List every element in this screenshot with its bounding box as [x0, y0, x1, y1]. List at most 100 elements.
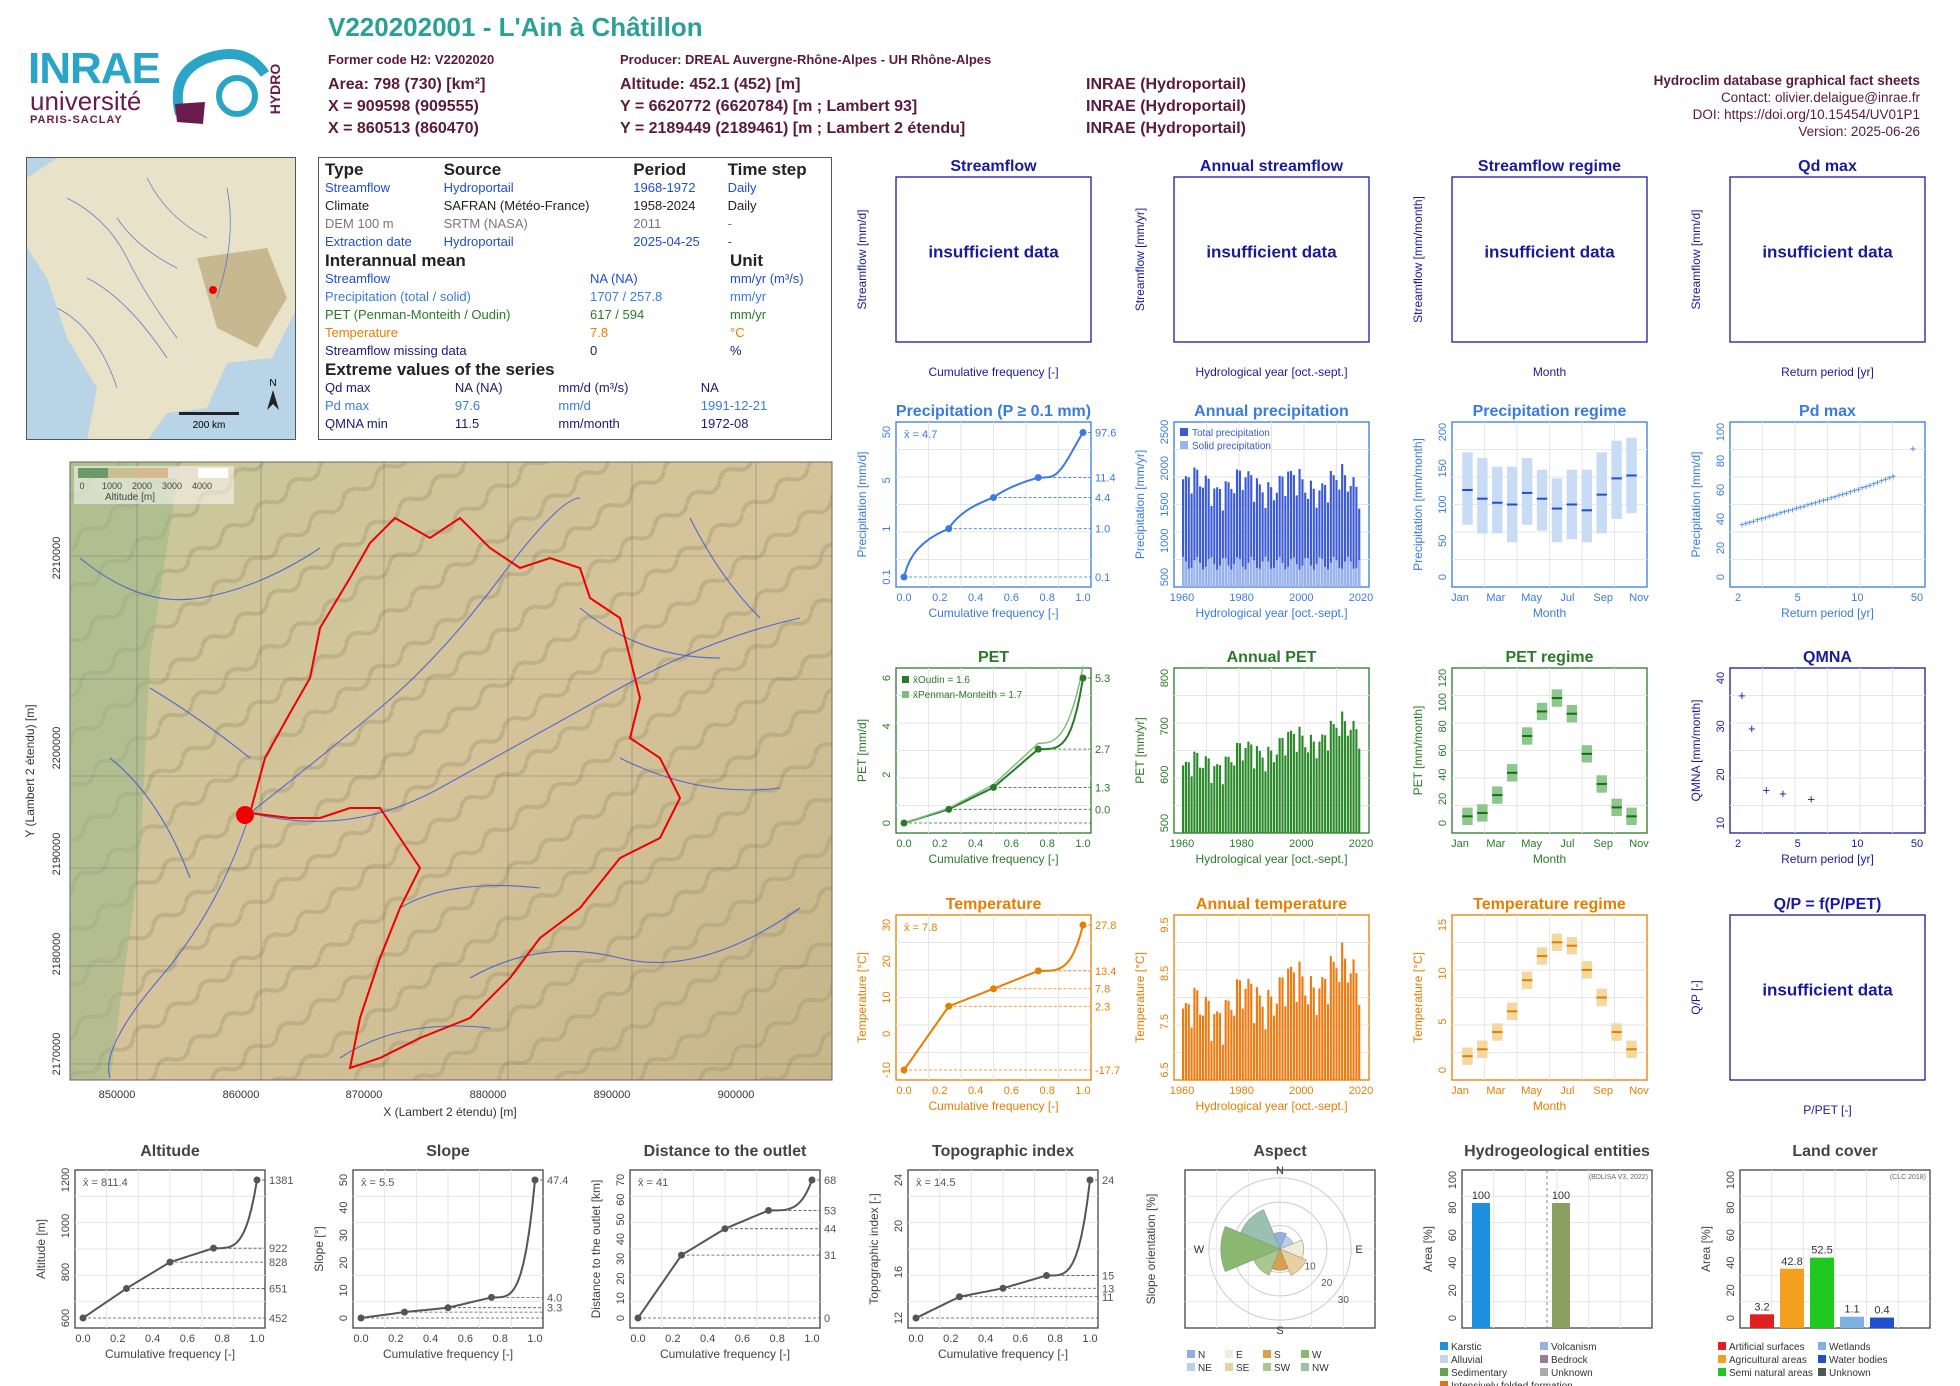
altitude-legend: 0 1000 2000 3000 4000 Altitude [m] — [74, 466, 234, 504]
north-arrow-icon — [267, 390, 279, 410]
pdmax-point: + — [1848, 488, 1854, 499]
chart-altitude[interactable]: Altitude Cumulative frequency [-] Altitude… — [34, 1142, 293, 1382]
pdmax-point: + — [1782, 508, 1788, 519]
y-tick: 0 — [1437, 1067, 1449, 1073]
legend-label: NE — [1198, 1363, 1212, 1374]
y-tick: 40 — [1437, 769, 1449, 781]
mean-label: x̄ = 811.4 — [83, 1177, 128, 1189]
altitude-legend-title: Altitude [m] — [105, 492, 155, 503]
chart-qd_max[interactable]: Qd max Return period [yr] Streamflow [mm/d… — [1680, 157, 1930, 387]
extreme-row: Qd max NA (NA) mm/d (m³/s) NA — [319, 379, 831, 397]
x-tick: Nov — [1629, 1085, 1649, 1097]
solid-precip-bar — [1182, 556, 1185, 587]
y-tick: 30 — [881, 919, 893, 931]
y-tick: 12 — [893, 1312, 905, 1324]
legend-label: Unknown — [1829, 1368, 1871, 1379]
chart-title: Temperature regime — [1473, 896, 1626, 913]
x-tick: 10 — [1851, 592, 1863, 604]
year-bar — [1207, 1000, 1210, 1080]
ring-label: 30 — [1338, 1295, 1350, 1306]
x-tick: 0.8 — [770, 1333, 785, 1345]
chart-title: Altitude — [140, 1143, 200, 1160]
chart-distance[interactable]: Distance to the outlet Cumulative frequen… — [589, 1142, 840, 1382]
solid-precip-bar — [1352, 568, 1355, 587]
x-tick: Jan — [1451, 592, 1469, 604]
year-bar — [1227, 482, 1230, 587]
aspect-direction: N — [1276, 1165, 1284, 1177]
doi[interactable]: DOI: https://doi.org/10.15454/UV01P1 — [1692, 107, 1920, 122]
legend-swatch — [1225, 1363, 1233, 1371]
map-xlabel: X (Lambert 2 étendu) [m] — [383, 1105, 516, 1119]
y-tick: 9.5 — [1159, 917, 1171, 932]
chart-temp_cdf[interactable]: Temperature Cumulative frequency [-] Tempe… — [846, 895, 1120, 1125]
x-axis-label: P/PET [-] — [1803, 1103, 1851, 1117]
x-tick: 0.4 — [978, 1333, 993, 1345]
aspect-direction: E — [1355, 1244, 1362, 1256]
outlet-marker[interactable] — [236, 806, 254, 824]
chart-annual_temp[interactable]: Annual temperature Hydrological year [oct… — [1124, 895, 1374, 1125]
chart-pet_cdf[interactable]: PET Cumulative frequency [-] PET [mm/d] 0.0… — [846, 648, 1110, 878]
chart-pd_max[interactable]: Pd max Return period [yr] Precipitation [m… — [1680, 402, 1930, 632]
chart-precip_cdf[interactable]: Precipitation (P ≥ 0.1 mm) Cumulative fre… — [846, 402, 1116, 632]
y-tick: 10 — [338, 1284, 350, 1296]
year-bar — [1287, 471, 1290, 587]
chart-qmna[interactable]: QMNA Return period [yr] QMNA [mm/month] 2 5 1… — [1680, 648, 1930, 878]
universite-logo: université — [30, 86, 142, 116]
chart-q_over_p[interactable]: Q/P = f(P/PET) P/PET [-] Q/P [-] insufficie… — [1680, 895, 1930, 1125]
chart-annual_streamflow[interactable]: Annual streamflow Hydrological year [oct.… — [1124, 157, 1374, 387]
year-bar — [1182, 765, 1185, 833]
main-map[interactable]: 850000 860000 870000 880000 890000 900000 2170… — [20, 458, 838, 1122]
chart-title: Land cover — [1792, 1143, 1877, 1160]
year-bar — [1258, 750, 1261, 833]
x-tick: Sep — [1593, 838, 1613, 850]
pdmax-point: + — [1855, 485, 1861, 496]
chart-landcover[interactable]: Land cover Area [%] 0 20 40 60 80 100 3.2 42.8 52.… — [1699, 1142, 1950, 1382]
chart-pet_regime[interactable]: PET regime Month PET [mm/month] Jan Mar May Ju… — [1402, 648, 1652, 878]
solid-precip-bar — [1210, 557, 1213, 587]
x-tick: May — [1521, 1085, 1542, 1097]
solid-precip-bar — [1312, 569, 1315, 587]
solid-precip-bar — [1309, 565, 1312, 587]
year-bar — [1304, 747, 1307, 833]
pdmax-point: + — [1770, 511, 1776, 522]
chart-title: Temperature — [946, 896, 1042, 913]
year-bar — [1272, 762, 1276, 833]
interannual-row: PET (Penman-Monteith / Oudin) 617 / 594 mm… — [319, 306, 831, 324]
interannual-row-cell: Streamflow — [325, 271, 391, 286]
chart-annual_pet[interactable]: Annual PET Hydrological year [oct.-sept.]… — [1124, 648, 1374, 878]
quantile-label: 651 — [269, 1283, 287, 1295]
solid-precip-bar — [1326, 569, 1330, 587]
year-bar — [1244, 748, 1247, 833]
quantile-label: 2.3 — [1095, 1001, 1110, 1013]
year-bar — [1199, 1014, 1202, 1080]
quantile-label: 11 — [1102, 1292, 1113, 1304]
chart-hydrogeo[interactable]: Hydrogeological entities Area [%] 0 20 40 60 8… — [1421, 1142, 1672, 1386]
chart-temp_regime[interactable]: Temperature regime Month Temperature [°C] J… — [1402, 895, 1652, 1125]
y-tick: 0 — [881, 1031, 893, 1037]
solid-precip-bar — [1247, 562, 1250, 587]
extreme-row-cell: mm/d (m³/s) — [558, 380, 629, 395]
chart-streamflow_regime[interactable]: Streamflow regime Month Streamflow [mm/mon… — [1402, 157, 1652, 387]
y-tick: 0 — [615, 1315, 627, 1321]
y-tick: 7.5 — [1159, 1014, 1171, 1029]
chart-precip_regime[interactable]: Precipitation regime Month Precipitation [… — [1402, 402, 1652, 632]
year-bar — [1216, 764, 1219, 833]
chart-title: Pd max — [1799, 403, 1856, 420]
solid-precip-bar — [1275, 560, 1278, 587]
legend-swatch — [1818, 1355, 1826, 1363]
solid-precip-bar — [1250, 556, 1253, 587]
chart-slope[interactable]: Slope Cumulative frequency [-] Slope [°] 0.… — [312, 1142, 568, 1382]
solid-precip-bar — [1204, 566, 1207, 587]
contact[interactable]: Contact: olivier.delaigue@inrae.fr — [1720, 90, 1920, 105]
year-bar — [1224, 1000, 1227, 1080]
inset-map[interactable]: 200 km N — [26, 157, 296, 440]
y-tick: 60 — [1725, 1229, 1737, 1241]
chart-streamflow[interactable]: Streamflow Cumulative frequency [-] Stream… — [846, 157, 1096, 387]
chart-title: Annual PET — [1227, 649, 1317, 666]
y-tick: 50 — [615, 1213, 627, 1225]
chart-topo[interactable]: Topographic index Cumulative frequency [-… — [867, 1142, 1118, 1382]
chart-annual_precip[interactable]: Annual precipitation Hydrological year [o… — [1124, 402, 1374, 632]
year-bar — [1233, 493, 1236, 587]
pdmax-point: + — [1851, 486, 1857, 497]
